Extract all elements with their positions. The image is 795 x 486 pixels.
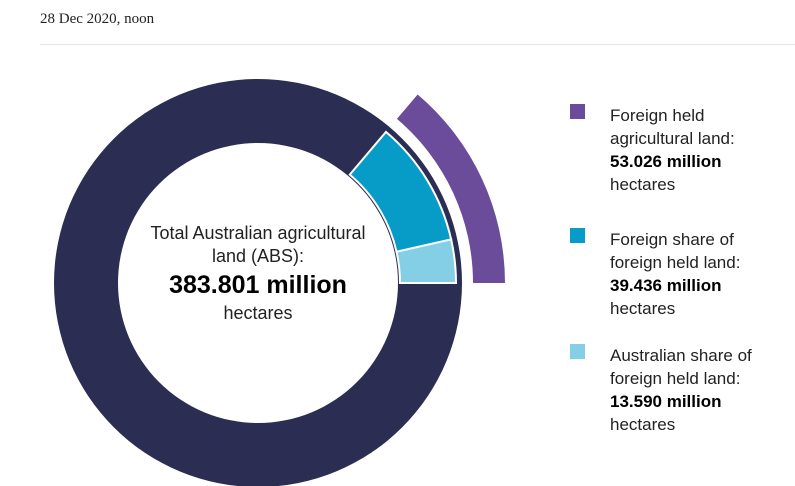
legend-value: 53.026 million xyxy=(610,152,722,171)
legend-label: Foreign share of foreign held land: xyxy=(610,230,741,272)
total-value: 383.801 million xyxy=(169,271,347,299)
unit: hectares xyxy=(223,303,293,323)
divider xyxy=(40,44,795,45)
legend-swatch xyxy=(570,344,585,359)
legend-unit: hectares xyxy=(610,415,676,434)
legend-entry: Australian share of foreign held land: 13… xyxy=(570,344,785,436)
outer-segment xyxy=(396,94,505,283)
total-label: Total Australian agricultural land (ABS)… xyxy=(150,223,366,266)
legend-swatch xyxy=(570,104,585,119)
center-label: Total Australian agricultural land (ABS)… xyxy=(140,222,376,325)
legend-unit: hectares xyxy=(610,299,676,318)
legend-value: 39.436 million xyxy=(610,276,722,295)
legend-label: Australian share of foreign held land: xyxy=(610,346,752,388)
segment xyxy=(395,238,458,284)
legend-value: 13.590 million xyxy=(610,392,722,411)
legend-entry: Foreign held agricultural land: 53.026 mi… xyxy=(570,104,785,196)
segment xyxy=(348,130,453,253)
legend-entry: Foreign share of foreign held land: 39.43… xyxy=(570,228,785,320)
legend-unit: hectares xyxy=(610,175,676,194)
dateline: 28 Dec 2020, noon xyxy=(40,11,155,27)
legend-swatch xyxy=(570,228,585,243)
legend-label: Foreign held agricultural land: xyxy=(610,106,735,148)
